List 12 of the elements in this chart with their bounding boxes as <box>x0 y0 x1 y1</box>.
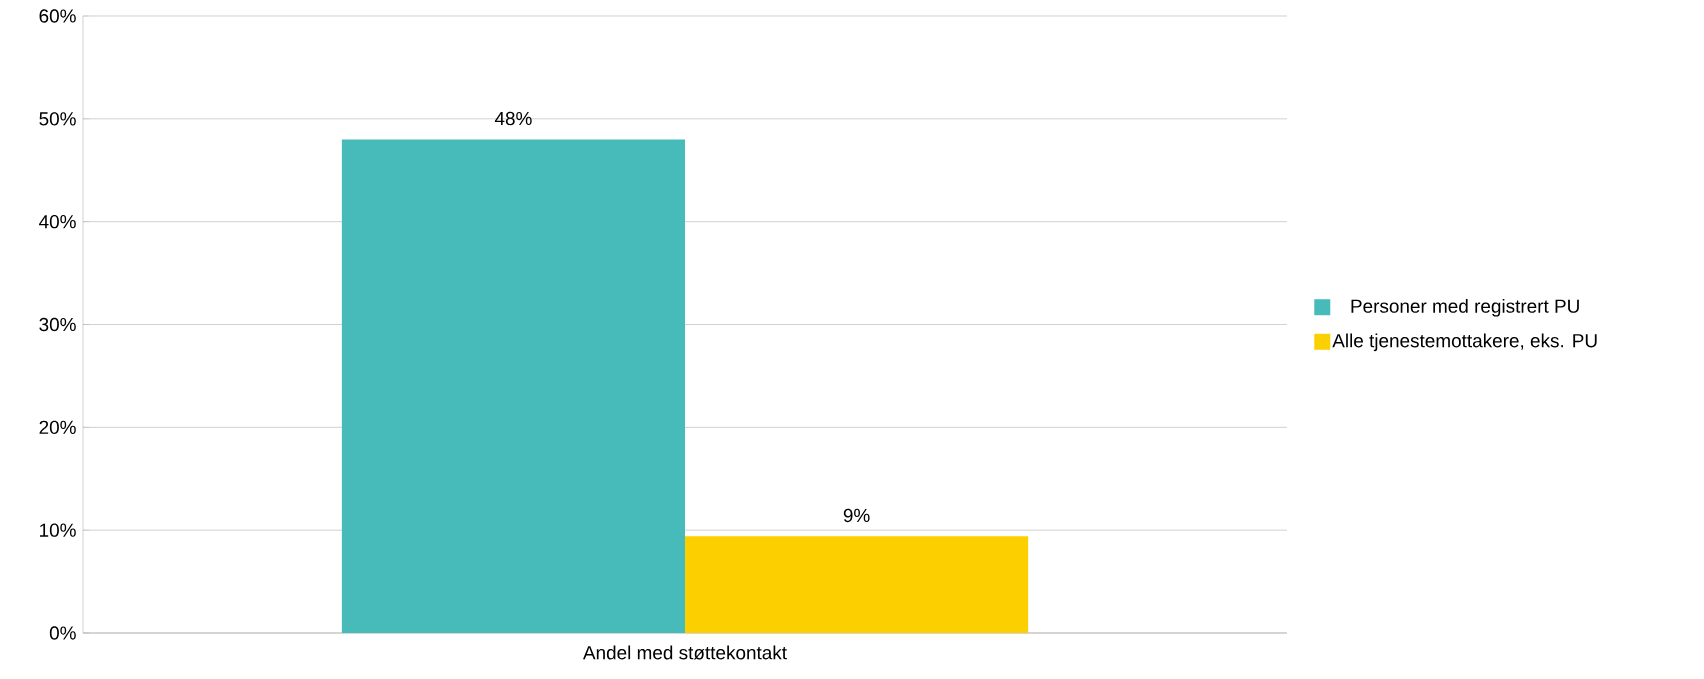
y-tick-label: 10% <box>40 523 76 537</box>
y-tick-label: 20% <box>39 420 76 435</box>
y-tick-label: 40% <box>39 214 76 229</box>
data-label: 9% <box>843 508 870 523</box>
x-tick-label: Andel med støttekontakt <box>582 645 787 660</box>
y-tick-label: 50% <box>39 112 76 126</box>
data-label: 48% <box>494 111 532 126</box>
y-tick-label: 0% <box>49 626 76 640</box>
legend-label: Alle tjenestemottakere, eks. PU <box>1332 333 1597 352</box>
y-tick-label: 60% <box>39 9 76 23</box>
legend-label: Personer med registrert PU <box>1351 298 1579 317</box>
y-tick-label: 30% <box>39 317 76 332</box>
